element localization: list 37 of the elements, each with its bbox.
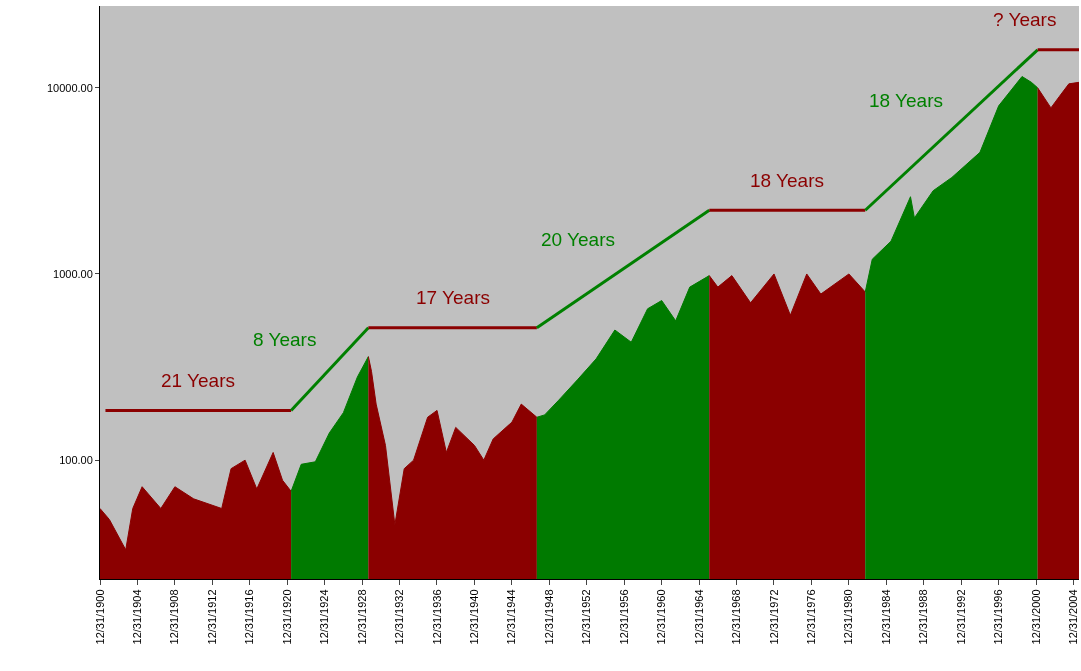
annotation: 18 Years xyxy=(869,90,943,111)
x-tick-label: 12/31/1960 xyxy=(655,589,668,645)
x-tick-label: 12/31/2004 xyxy=(1067,589,1080,645)
x-tick-label: 12/31/1992 xyxy=(954,589,967,645)
annotation: ? Years xyxy=(993,9,1057,30)
x-tick-label: 12/31/1932 xyxy=(393,589,406,645)
x-tick-label: 12/31/1924 xyxy=(318,589,331,645)
x-tick-label: 12/31/1944 xyxy=(505,589,518,645)
annotation: 8 Years xyxy=(253,329,317,350)
x-tick-label: 12/31/1948 xyxy=(542,589,555,645)
x-tick-label: 12/31/1916 xyxy=(243,589,256,645)
x-tick-label: 12/31/1908 xyxy=(168,589,181,645)
x-tick-label: 12/31/1940 xyxy=(468,589,481,645)
x-tick-label: 12/31/1904 xyxy=(131,589,144,645)
x-tick-label: 12/31/1956 xyxy=(617,589,630,645)
annotation: 21 Years xyxy=(161,370,235,391)
annotation: 18 Years xyxy=(750,170,824,191)
x-tick-label: 12/31/1952 xyxy=(580,589,593,645)
y-tick-label: 1000.00 xyxy=(53,267,93,280)
x-tick-label: 12/31/1996 xyxy=(992,589,1005,645)
x-tick-label: 12/31/1968 xyxy=(730,589,743,645)
x-tick-label: 12/31/1980 xyxy=(842,589,855,645)
x-tick-label: 12/31/1912 xyxy=(205,589,218,645)
y-tick-label: 10000.00 xyxy=(46,81,93,94)
x-tick-label: 12/31/1988 xyxy=(917,589,930,645)
annotation: 17 Years xyxy=(416,287,490,308)
annotation: 20 Years xyxy=(541,229,615,250)
x-tick-label: 12/31/1972 xyxy=(767,589,780,645)
x-tick-label: 12/31/1964 xyxy=(692,589,705,645)
x-tick-label: 12/31/1900 xyxy=(93,589,106,645)
x-tick-label: 12/31/1984 xyxy=(879,589,892,645)
x-tick-label: 12/31/1928 xyxy=(355,589,368,645)
y-tick-label: 100.00 xyxy=(59,454,93,467)
x-tick-label: 12/31/2000 xyxy=(1029,589,1042,645)
x-tick-label: 12/31/1936 xyxy=(430,589,443,645)
x-tick-label: 12/31/1920 xyxy=(280,589,293,645)
x-tick-label: 12/31/1976 xyxy=(805,589,818,645)
